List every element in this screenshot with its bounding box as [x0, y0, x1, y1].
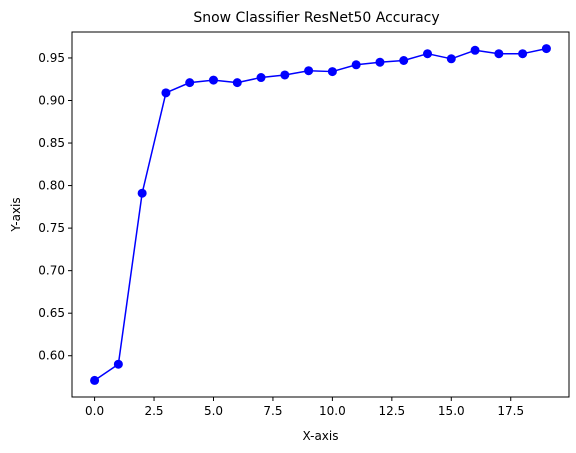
data-point: [113, 359, 123, 369]
y-axis: 0.60 0.65 0.70 0.75 0.80 0.85 0.90 0.95: [38, 51, 72, 363]
x-tick-label: 15.0: [438, 404, 465, 418]
data-point: [185, 78, 195, 88]
x-tick-label: 7.5: [263, 404, 282, 418]
data-point: [90, 375, 100, 385]
chart-title: Snow Classifier ResNet50 Accuracy: [193, 10, 439, 26]
x-axis: 0.0 2.5 5.0 7.5 10.0 12.5 15.0 17.5: [85, 397, 524, 418]
x-axis-title: X-axis: [303, 429, 339, 443]
x-tick-label: 0.0: [85, 404, 104, 418]
data-point: [304, 66, 314, 76]
data-point: [470, 45, 480, 55]
data-point: [375, 57, 385, 67]
data-point: [423, 49, 433, 59]
data-point: [518, 49, 528, 59]
data-point: [541, 44, 551, 54]
y-tick-label: 0.80: [38, 179, 65, 193]
y-tick-label: 0.95: [38, 51, 65, 65]
x-tick-label: 12.5: [378, 404, 405, 418]
y-tick-label: 0.60: [38, 349, 65, 363]
plot-area: [90, 44, 551, 385]
data-point: [208, 75, 218, 85]
data-point: [280, 70, 290, 80]
y-tick-label: 0.90: [38, 93, 65, 107]
data-point: [137, 188, 147, 198]
y-tick-label: 0.75: [38, 221, 65, 235]
axes-frame: [71, 31, 570, 398]
y-axis-title: Y-axis: [9, 197, 23, 232]
x-tick-label: 5.0: [204, 404, 223, 418]
y-tick-label: 0.70: [38, 264, 65, 278]
data-point: [232, 78, 242, 88]
y-tick-label: 0.65: [38, 306, 65, 320]
data-point: [256, 73, 266, 83]
data-point: [351, 60, 361, 70]
data-point: [161, 88, 171, 98]
data-point: [399, 56, 409, 66]
x-tick-label: 17.5: [497, 404, 524, 418]
data-point: [494, 49, 504, 59]
data-point: [327, 67, 337, 77]
y-tick-label: 0.85: [38, 136, 65, 150]
x-tick-label: 10.0: [319, 404, 346, 418]
x-tick-label: 2.5: [144, 404, 163, 418]
data-point: [446, 54, 456, 64]
